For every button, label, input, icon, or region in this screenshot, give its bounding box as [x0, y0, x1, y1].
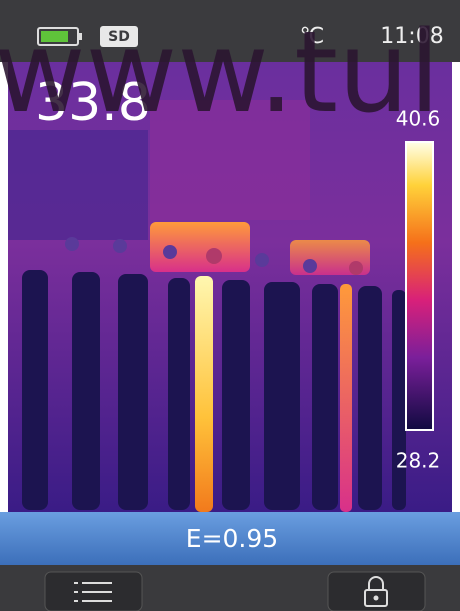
battery-icon [37, 27, 82, 46]
color-scale-bar [405, 141, 434, 431]
menu-button[interactable] [44, 571, 143, 611]
watermark: www.tul [0, 8, 440, 138]
time-label: 11:08 [380, 24, 443, 49]
sd-badge [100, 26, 138, 47]
center-temperature: 33.8 [35, 73, 151, 133]
emissivity-label: E=0.95 [186, 524, 278, 553]
unit-label: ℃ [300, 24, 325, 49]
thermal-image [8, 62, 452, 512]
scale-min: 28.2 [396, 449, 441, 473]
lock-button[interactable] [327, 571, 426, 611]
sd-label: SD [108, 29, 130, 45]
emissivity-bar [0, 512, 460, 565]
status-bar [0, 0, 460, 62]
scale-max: 40.6 [396, 107, 441, 131]
